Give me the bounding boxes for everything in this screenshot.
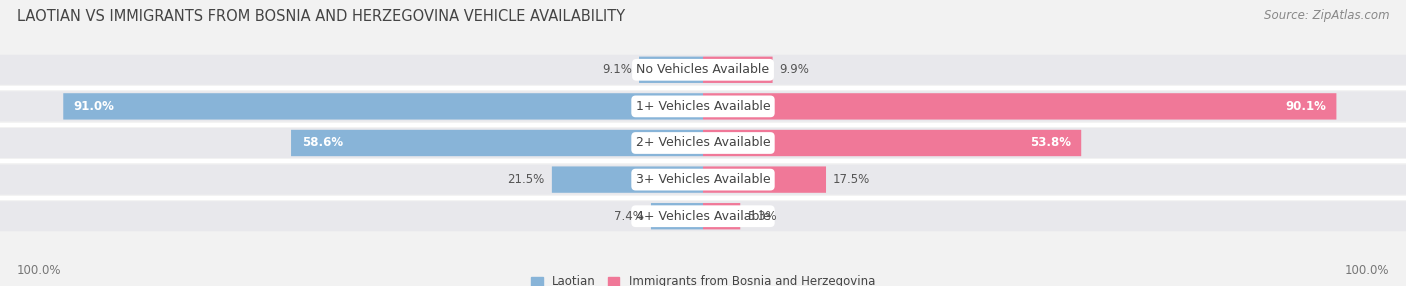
FancyBboxPatch shape (0, 201, 1406, 231)
Text: 9.1%: 9.1% (602, 63, 633, 76)
FancyBboxPatch shape (703, 57, 773, 83)
FancyBboxPatch shape (291, 130, 703, 156)
Text: 3+ Vehicles Available: 3+ Vehicles Available (636, 173, 770, 186)
Text: Source: ZipAtlas.com: Source: ZipAtlas.com (1264, 9, 1389, 21)
Text: 5.3%: 5.3% (748, 210, 778, 223)
FancyBboxPatch shape (0, 128, 1406, 158)
Text: 90.1%: 90.1% (1285, 100, 1326, 113)
FancyBboxPatch shape (0, 92, 1406, 121)
FancyBboxPatch shape (703, 130, 1081, 156)
FancyBboxPatch shape (651, 203, 703, 229)
FancyBboxPatch shape (63, 93, 703, 120)
Text: 53.8%: 53.8% (1029, 136, 1071, 150)
Text: 7.4%: 7.4% (614, 210, 644, 223)
FancyBboxPatch shape (703, 93, 1336, 120)
FancyBboxPatch shape (551, 166, 703, 193)
Text: 21.5%: 21.5% (508, 173, 546, 186)
Text: 4+ Vehicles Available: 4+ Vehicles Available (636, 210, 770, 223)
FancyBboxPatch shape (640, 57, 703, 83)
FancyBboxPatch shape (0, 165, 1406, 194)
Text: No Vehicles Available: No Vehicles Available (637, 63, 769, 76)
Text: 2+ Vehicles Available: 2+ Vehicles Available (636, 136, 770, 150)
Text: 91.0%: 91.0% (73, 100, 115, 113)
Text: 100.0%: 100.0% (1344, 265, 1389, 277)
Legend: Laotian, Immigrants from Bosnia and Herzegovina: Laotian, Immigrants from Bosnia and Herz… (526, 271, 880, 286)
FancyBboxPatch shape (703, 203, 741, 229)
FancyBboxPatch shape (0, 55, 1406, 85)
Text: LAOTIAN VS IMMIGRANTS FROM BOSNIA AND HERZEGOVINA VEHICLE AVAILABILITY: LAOTIAN VS IMMIGRANTS FROM BOSNIA AND HE… (17, 9, 626, 23)
Text: 58.6%: 58.6% (301, 136, 343, 150)
Text: 9.9%: 9.9% (779, 63, 810, 76)
Text: 1+ Vehicles Available: 1+ Vehicles Available (636, 100, 770, 113)
Text: 17.5%: 17.5% (832, 173, 870, 186)
Text: 100.0%: 100.0% (17, 265, 62, 277)
FancyBboxPatch shape (703, 166, 827, 193)
